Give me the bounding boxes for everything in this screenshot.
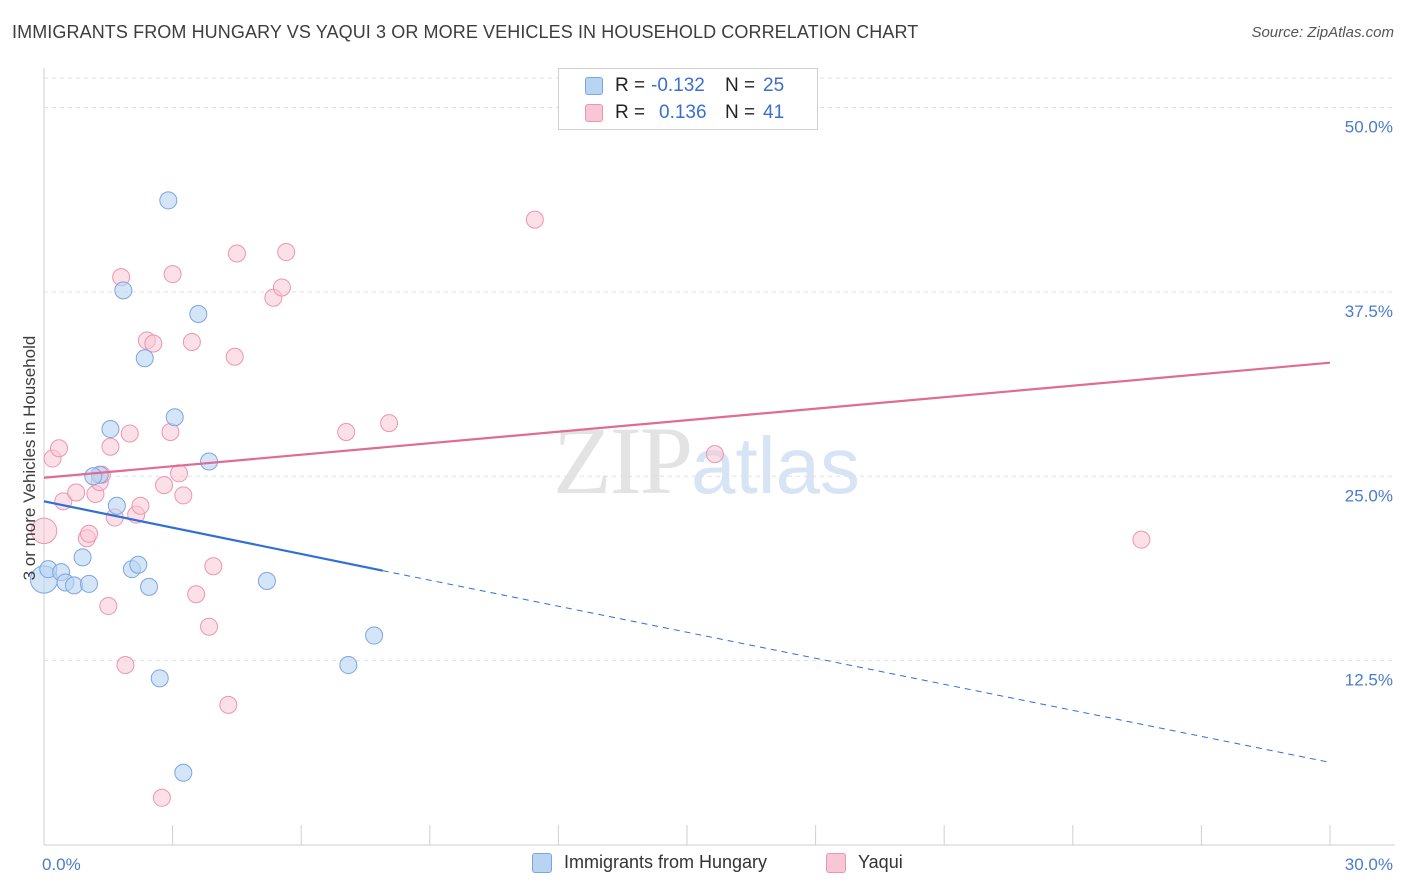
hungary-trendline-extension [382, 570, 1331, 763]
correlation-legend: R = -0.132 N = 25 R = 0.136 N = 41 [558, 68, 818, 130]
yaqui-point [101, 437, 120, 456]
hungary-swatch [585, 77, 603, 95]
hungary-legend-swatch [532, 852, 552, 873]
yaqui-point [80, 524, 99, 543]
yaqui-point [227, 244, 246, 263]
hungary-legend-label: Immigrants from Hungary [564, 852, 768, 872]
y-tick-label: 25.0% [1345, 486, 1393, 505]
yaqui-point [99, 597, 118, 616]
yaqui-point [225, 347, 244, 366]
yaqui-point [163, 265, 182, 284]
legend-r-value: -0.132 [651, 75, 705, 96]
yaqui-point [174, 486, 193, 505]
hungary-point [114, 281, 133, 300]
hungary-point [150, 669, 169, 688]
hungary-point [339, 656, 358, 675]
x-tick-label: 30.0% [1345, 855, 1393, 874]
yaqui-point [272, 278, 291, 297]
yaqui-point [120, 424, 139, 443]
yaqui-point [380, 414, 399, 433]
hungary-point [257, 571, 276, 590]
yaqui-legend-swatch [826, 852, 846, 873]
hungary-point [135, 349, 154, 368]
y-tick-label: 50.0% [1345, 118, 1393, 137]
hungary-point [189, 305, 208, 323]
yaqui-point [144, 334, 163, 353]
yaqui-point [204, 557, 223, 576]
yaqui-point [50, 439, 69, 458]
hungary-point [101, 420, 120, 439]
y-tick-label: 12.5% [1345, 671, 1393, 690]
yaqui-legend-label: Yaqui [858, 852, 903, 872]
yaqui-point [182, 333, 201, 352]
yaqui-point [337, 423, 356, 441]
legend-r-label: R = [615, 75, 646, 96]
bottom-legend-yaqui: Yaqui [826, 852, 903, 873]
yaqui-point [116, 656, 135, 675]
yaqui-point [170, 464, 189, 483]
hungary-point [80, 574, 99, 593]
yaqui-point [525, 210, 544, 229]
hungary-point [65, 576, 84, 595]
yaqui-point [155, 476, 174, 495]
yaqui-point [705, 445, 724, 464]
yaqui-point [67, 483, 86, 502]
hungary-trendline [43, 500, 383, 572]
yaqui-trendline [43, 361, 1331, 479]
hungary-point [107, 496, 126, 515]
yaqui-point [277, 243, 296, 262]
yaqui-swatch [585, 104, 603, 122]
yaqui-point [1132, 530, 1151, 549]
yaqui-point [187, 585, 206, 604]
legend-n-label: N = [725, 75, 756, 96]
y-axis-label: 3 or more Vehicles in Household [20, 335, 39, 581]
legend-n-value: 41 [763, 102, 785, 123]
x-tick-label: 0.0% [42, 855, 81, 874]
hungary-point [159, 191, 178, 210]
legend-row-hungary: R = -0.132 N = 25 [585, 74, 784, 98]
legend-row-yaqui: R = 0.136 N = 41 [585, 101, 784, 125]
hungary-point [84, 467, 103, 486]
bottom-legend-hungary: Immigrants from Hungary [532, 852, 767, 873]
chart-title: IMMIGRANTS FROM HUNGARY VS YAQUI 3 OR MO… [12, 22, 919, 42]
legend-r-label: R = [615, 102, 646, 123]
yaqui-point [131, 496, 150, 515]
source-credit: Source: ZipAtlas.com [1251, 24, 1394, 41]
hungary-point [165, 408, 184, 427]
yaqui-point [200, 617, 219, 636]
yaqui-point [219, 695, 238, 714]
legend-n-label: N = [725, 102, 756, 123]
y-tick-label: 37.5% [1345, 302, 1393, 321]
yaqui-point [152, 788, 171, 807]
watermark-atlas: atlas [691, 421, 860, 510]
yaqui-point [30, 517, 58, 545]
hungary-point [140, 577, 159, 596]
legend-r-value: 0.136 [659, 102, 707, 123]
legend-n-value: 25 [763, 75, 785, 96]
hungary-point [365, 626, 384, 645]
hungary-point [129, 555, 148, 574]
hungary-point [73, 548, 92, 567]
hungary-point [174, 763, 193, 782]
